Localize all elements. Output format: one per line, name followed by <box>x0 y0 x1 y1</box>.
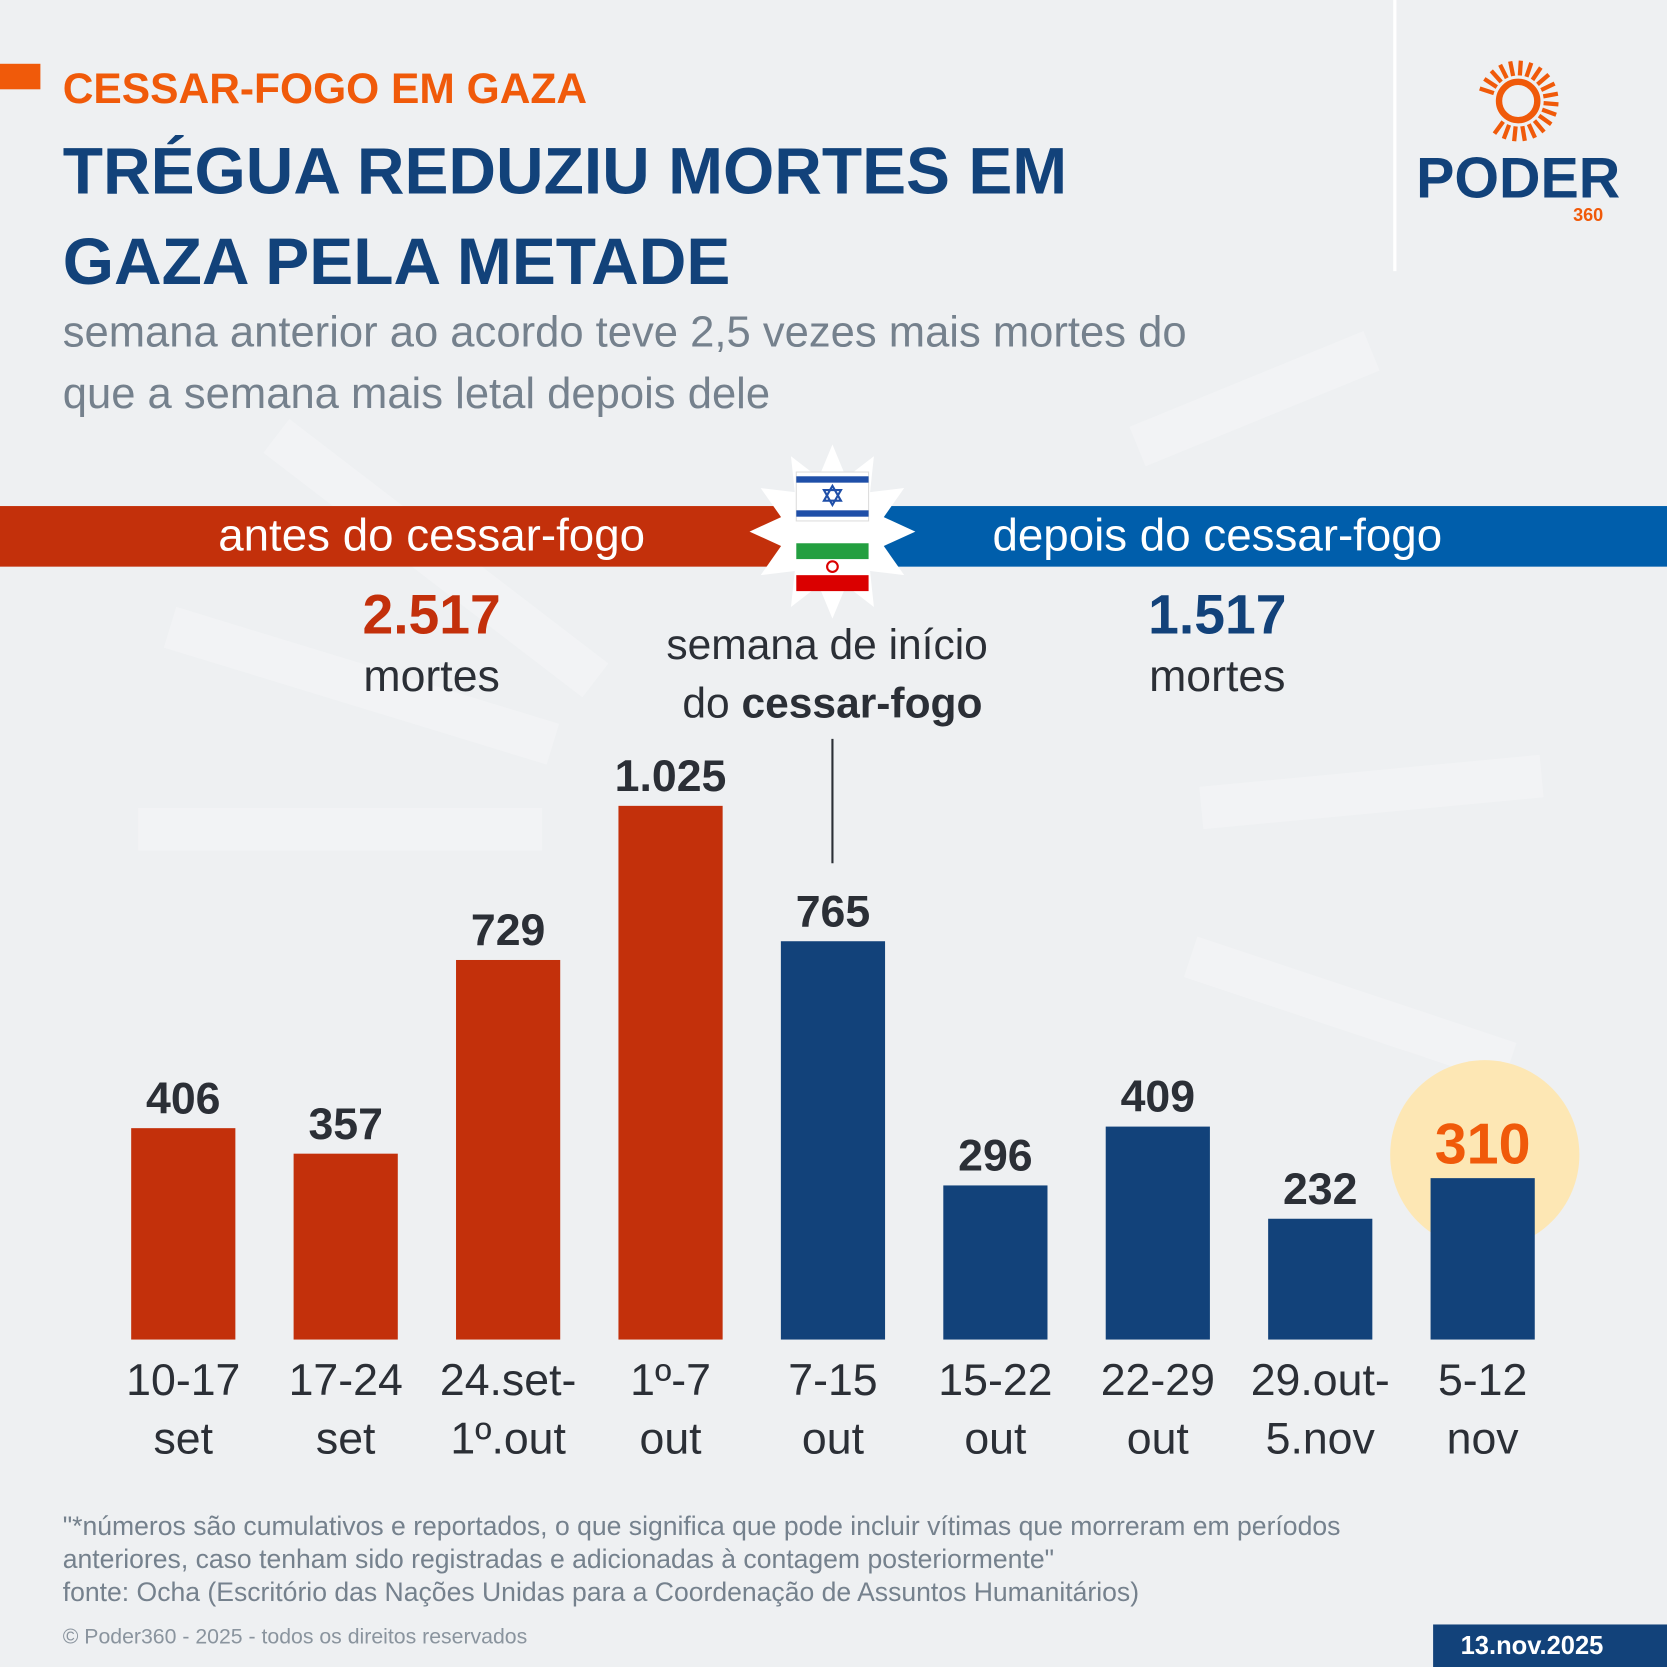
kicker: CESSAR-FOGO EM GAZA <box>63 66 587 113</box>
value-label: 357 <box>308 1100 382 1149</box>
x-tick-label: 15-22 <box>938 1356 1052 1405</box>
x-tick-label: 5-12 <box>1438 1356 1527 1405</box>
subtitle: que a semana mais letal depois dele <box>63 370 770 418</box>
bar <box>780 941 886 1340</box>
after-total: 1.517 <box>1148 584 1286 646</box>
value-label: 409 <box>1121 1073 1195 1122</box>
logo-sub: 360 <box>1573 205 1603 225</box>
after-unit: mortes <box>1149 652 1285 701</box>
x-tick-label: 7-15 <box>788 1356 877 1405</box>
bar <box>943 1185 1048 1340</box>
before-band <box>0 506 787 567</box>
annotation: do cessar-fogo <box>682 681 982 728</box>
title: TRÉGUA REDUZIU MORTES EM <box>63 133 1067 207</box>
value-label: 765 <box>796 887 870 936</box>
flag-israel <box>795 471 870 522</box>
background-rays <box>138 331 1544 1084</box>
date: 13.nov.2025 <box>1461 1632 1604 1660</box>
value-label: 729 <box>471 906 545 955</box>
value-label: 406 <box>146 1074 220 1123</box>
footnote: anteriores, caso tenham sido registradas… <box>63 1544 1054 1574</box>
value-label: 1.025 <box>615 752 727 801</box>
x-tick-label: set <box>153 1414 213 1463</box>
x-tick-label: out <box>964 1414 1027 1463</box>
starburst <box>749 444 916 619</box>
after-label: depois do cessar-fogo <box>992 510 1442 561</box>
bar <box>131 1128 236 1340</box>
value-label: 296 <box>958 1132 1032 1181</box>
bar <box>1430 1178 1535 1340</box>
bar <box>1268 1218 1373 1340</box>
x-tick-label: out <box>640 1414 703 1463</box>
after-band <box>878 506 1667 567</box>
bar <box>618 805 723 1340</box>
before-unit: mortes <box>363 652 499 701</box>
footnote: "*números são cumulativos e reportados, … <box>63 1511 1341 1541</box>
x-tick-label: 17-24 <box>289 1356 403 1405</box>
plot: 406 10-17 set 357 17-24 set 729 24.set- 1º.out 1.… <box>126 752 1580 1463</box>
logo: PODER <box>1416 147 1620 211</box>
source: fonte: Ocha (Escritório das Nações Unida… <box>63 1577 1139 1607</box>
x-tick-label: 5.nov <box>1266 1414 1376 1463</box>
x-tick-label: set <box>316 1414 376 1463</box>
before-total: 2.517 <box>362 584 500 646</box>
bar <box>456 959 561 1340</box>
annotation-bold: cessar-fogo <box>741 681 982 728</box>
x-tick-label: out <box>802 1414 865 1463</box>
x-tick-label: 1º.out <box>450 1414 566 1463</box>
before-label: antes do cessar-fogo <box>218 510 645 561</box>
x-tick-label: 22-29 <box>1101 1356 1215 1405</box>
annotation-text: do <box>682 681 741 728</box>
bar <box>1105 1126 1210 1340</box>
title: GAZA PELA METADE <box>63 224 731 298</box>
x-tick-label: 10-17 <box>126 1356 240 1405</box>
copyright: © Poder360 - 2025 - todos os direitos re… <box>63 1625 528 1649</box>
subtitle: semana anterior ao acordo teve 2,5 vezes… <box>63 309 1187 357</box>
kicker-mark <box>0 63 41 90</box>
x-tick-label: 1º-7 <box>630 1356 711 1405</box>
annotation: semana de início <box>666 622 987 669</box>
bar <box>293 1153 398 1340</box>
x-tick-label: 29.out- <box>1251 1356 1390 1405</box>
value-label: 310 <box>1435 1112 1531 1176</box>
logo-sun <box>1479 60 1559 142</box>
flag-iran <box>796 543 869 592</box>
value-label: 232 <box>1283 1165 1357 1214</box>
date-box <box>1433 1624 1667 1667</box>
x-tick-label: nov <box>1447 1414 1520 1463</box>
x-tick-label: 24.set- <box>440 1356 576 1405</box>
x-tick-label: out <box>1127 1414 1190 1463</box>
